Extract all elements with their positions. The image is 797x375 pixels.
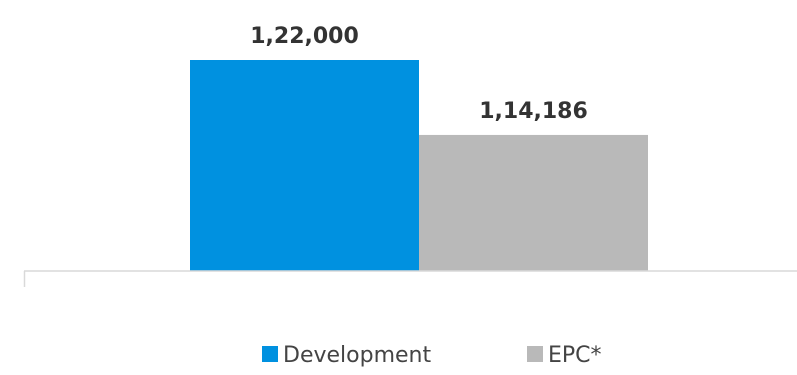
- data-label-development: 1,22,000: [250, 24, 359, 49]
- bar-development: [190, 60, 419, 271]
- legend-label-epc: EPC*: [548, 343, 602, 368]
- bars-group: [190, 60, 648, 271]
- legend: Development EPC*: [262, 343, 602, 368]
- legend-label-development: Development: [283, 343, 431, 368]
- data-label-epc: 1,14,186: [479, 99, 588, 124]
- value-labels-group: 1,22,000 1,14,186: [250, 24, 588, 124]
- legend-swatch-development: [262, 346, 278, 362]
- legend-swatch-epc: [527, 346, 543, 362]
- bar-epc: [419, 134, 648, 271]
